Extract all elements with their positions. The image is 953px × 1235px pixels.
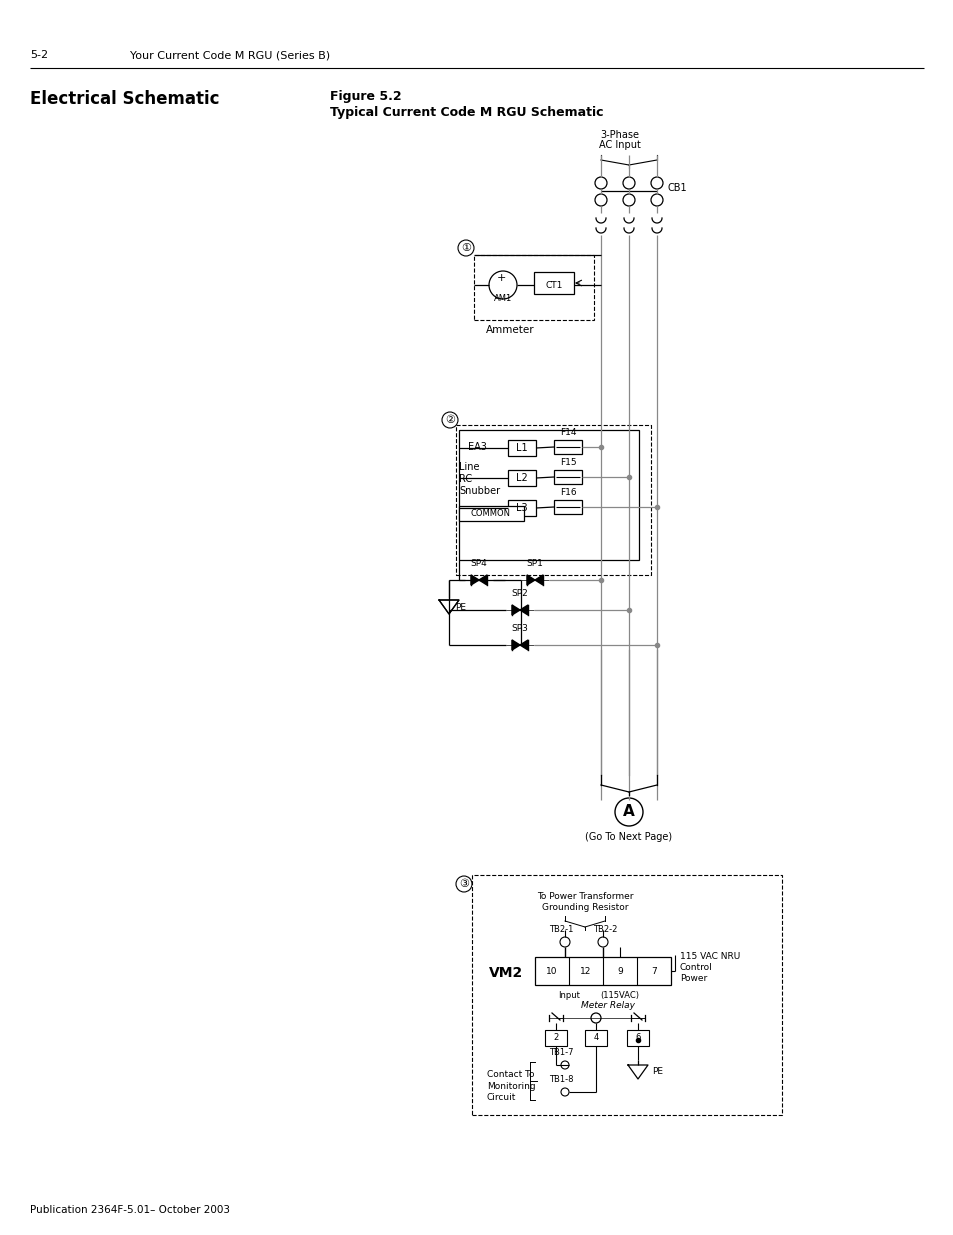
Bar [534, 272, 574, 294]
Text: 9: 9 [617, 967, 622, 976]
Text: F14: F14 [559, 429, 576, 437]
Circle shape [456, 876, 472, 892]
Text: Ammeter: Ammeter [485, 325, 534, 335]
Bar [554, 440, 581, 454]
Text: Publication 2364F-5.01– October 2003: Publication 2364F-5.01– October 2003 [30, 1205, 230, 1215]
Text: L2: L2 [516, 473, 527, 483]
Bar [458, 506, 523, 521]
Bar [626, 1030, 648, 1046]
Polygon shape [478, 576, 486, 585]
Text: CT1: CT1 [545, 280, 562, 289]
Text: Meter Relay: Meter Relay [580, 1002, 635, 1010]
Text: Grounding Resistor: Grounding Resistor [541, 903, 628, 911]
Text: Monitoring: Monitoring [486, 1082, 535, 1091]
Text: Typical Current Code M RGU Schematic: Typical Current Code M RGU Schematic [330, 106, 603, 119]
Circle shape [441, 412, 457, 429]
Text: (115VAC): (115VAC) [599, 990, 639, 1000]
Bar [544, 1030, 566, 1046]
Text: EA3: EA3 [468, 442, 486, 452]
Text: Snubber: Snubber [458, 487, 499, 496]
Circle shape [615, 798, 642, 826]
Text: RC: RC [458, 474, 472, 484]
Circle shape [489, 270, 517, 299]
Text: F15: F15 [559, 458, 576, 467]
Polygon shape [519, 605, 527, 615]
Text: SP1: SP1 [526, 559, 543, 568]
Circle shape [560, 1088, 568, 1095]
Bar [472, 876, 781, 1115]
Text: L1: L1 [516, 443, 527, 453]
Text: 7: 7 [651, 967, 657, 976]
Bar [507, 500, 536, 516]
Text: CB1: CB1 [667, 183, 687, 193]
Text: TB1-7: TB1-7 [548, 1049, 573, 1057]
Text: SP3: SP3 [511, 624, 528, 634]
Polygon shape [519, 640, 527, 650]
Text: To Power Transformer: To Power Transformer [537, 892, 633, 902]
Bar [554, 471, 581, 484]
Text: VM2: VM2 [488, 966, 522, 981]
Text: Control: Control [679, 963, 712, 972]
Text: Input: Input [558, 990, 579, 1000]
Circle shape [590, 1013, 600, 1023]
Bar [507, 471, 536, 487]
Text: ①: ① [460, 243, 471, 253]
Text: A: A [622, 804, 634, 820]
Text: Your Current Code M RGU (Series B): Your Current Code M RGU (Series B) [130, 49, 330, 61]
Circle shape [457, 240, 474, 256]
Text: 6: 6 [635, 1034, 640, 1042]
Circle shape [595, 177, 606, 189]
Circle shape [650, 177, 662, 189]
Bar [554, 500, 581, 514]
Circle shape [622, 177, 635, 189]
Bar [507, 440, 536, 456]
Text: AM1: AM1 [494, 294, 512, 303]
Text: Contact To: Contact To [486, 1070, 534, 1079]
Text: SP2: SP2 [511, 589, 528, 598]
Text: 3-Phase: 3-Phase [599, 130, 639, 140]
Text: Power: Power [679, 974, 706, 983]
Text: PE: PE [455, 603, 465, 611]
Circle shape [622, 194, 635, 206]
Text: 12: 12 [579, 967, 591, 976]
Bar [456, 425, 650, 576]
Text: TB2-1: TB2-1 [548, 925, 573, 934]
Polygon shape [512, 640, 519, 650]
Bar [535, 957, 670, 986]
Text: F16: F16 [559, 488, 576, 496]
Bar [584, 1030, 606, 1046]
Text: Circuit: Circuit [486, 1093, 516, 1102]
Text: TB2-2: TB2-2 [592, 925, 617, 934]
Text: 10: 10 [546, 967, 558, 976]
Text: SP4: SP4 [470, 559, 487, 568]
Text: ③: ③ [458, 879, 469, 889]
Text: 115 VAC NRU: 115 VAC NRU [679, 952, 740, 961]
Circle shape [559, 937, 569, 947]
Text: (Go To Next Page): (Go To Next Page) [585, 832, 672, 842]
Circle shape [598, 937, 607, 947]
Bar [474, 254, 594, 320]
Circle shape [595, 194, 606, 206]
Text: Figure 5.2: Figure 5.2 [330, 90, 401, 103]
Text: +: + [496, 273, 505, 283]
Text: COMMON: COMMON [471, 509, 511, 517]
Polygon shape [535, 576, 542, 585]
Polygon shape [512, 605, 519, 615]
Text: 5-2: 5-2 [30, 49, 48, 61]
Circle shape [650, 194, 662, 206]
Text: 2: 2 [553, 1034, 558, 1042]
Polygon shape [471, 576, 478, 585]
Text: AC Input: AC Input [598, 140, 640, 149]
Text: Electrical Schematic: Electrical Schematic [30, 90, 219, 107]
Text: Line: Line [458, 462, 479, 472]
Text: ②: ② [444, 415, 455, 425]
Bar [458, 430, 639, 559]
Polygon shape [526, 576, 535, 585]
Text: TB1-8: TB1-8 [548, 1074, 573, 1084]
Text: PE: PE [651, 1067, 662, 1077]
Circle shape [560, 1061, 568, 1070]
Text: 4: 4 [593, 1034, 598, 1042]
Text: L3: L3 [516, 503, 527, 513]
